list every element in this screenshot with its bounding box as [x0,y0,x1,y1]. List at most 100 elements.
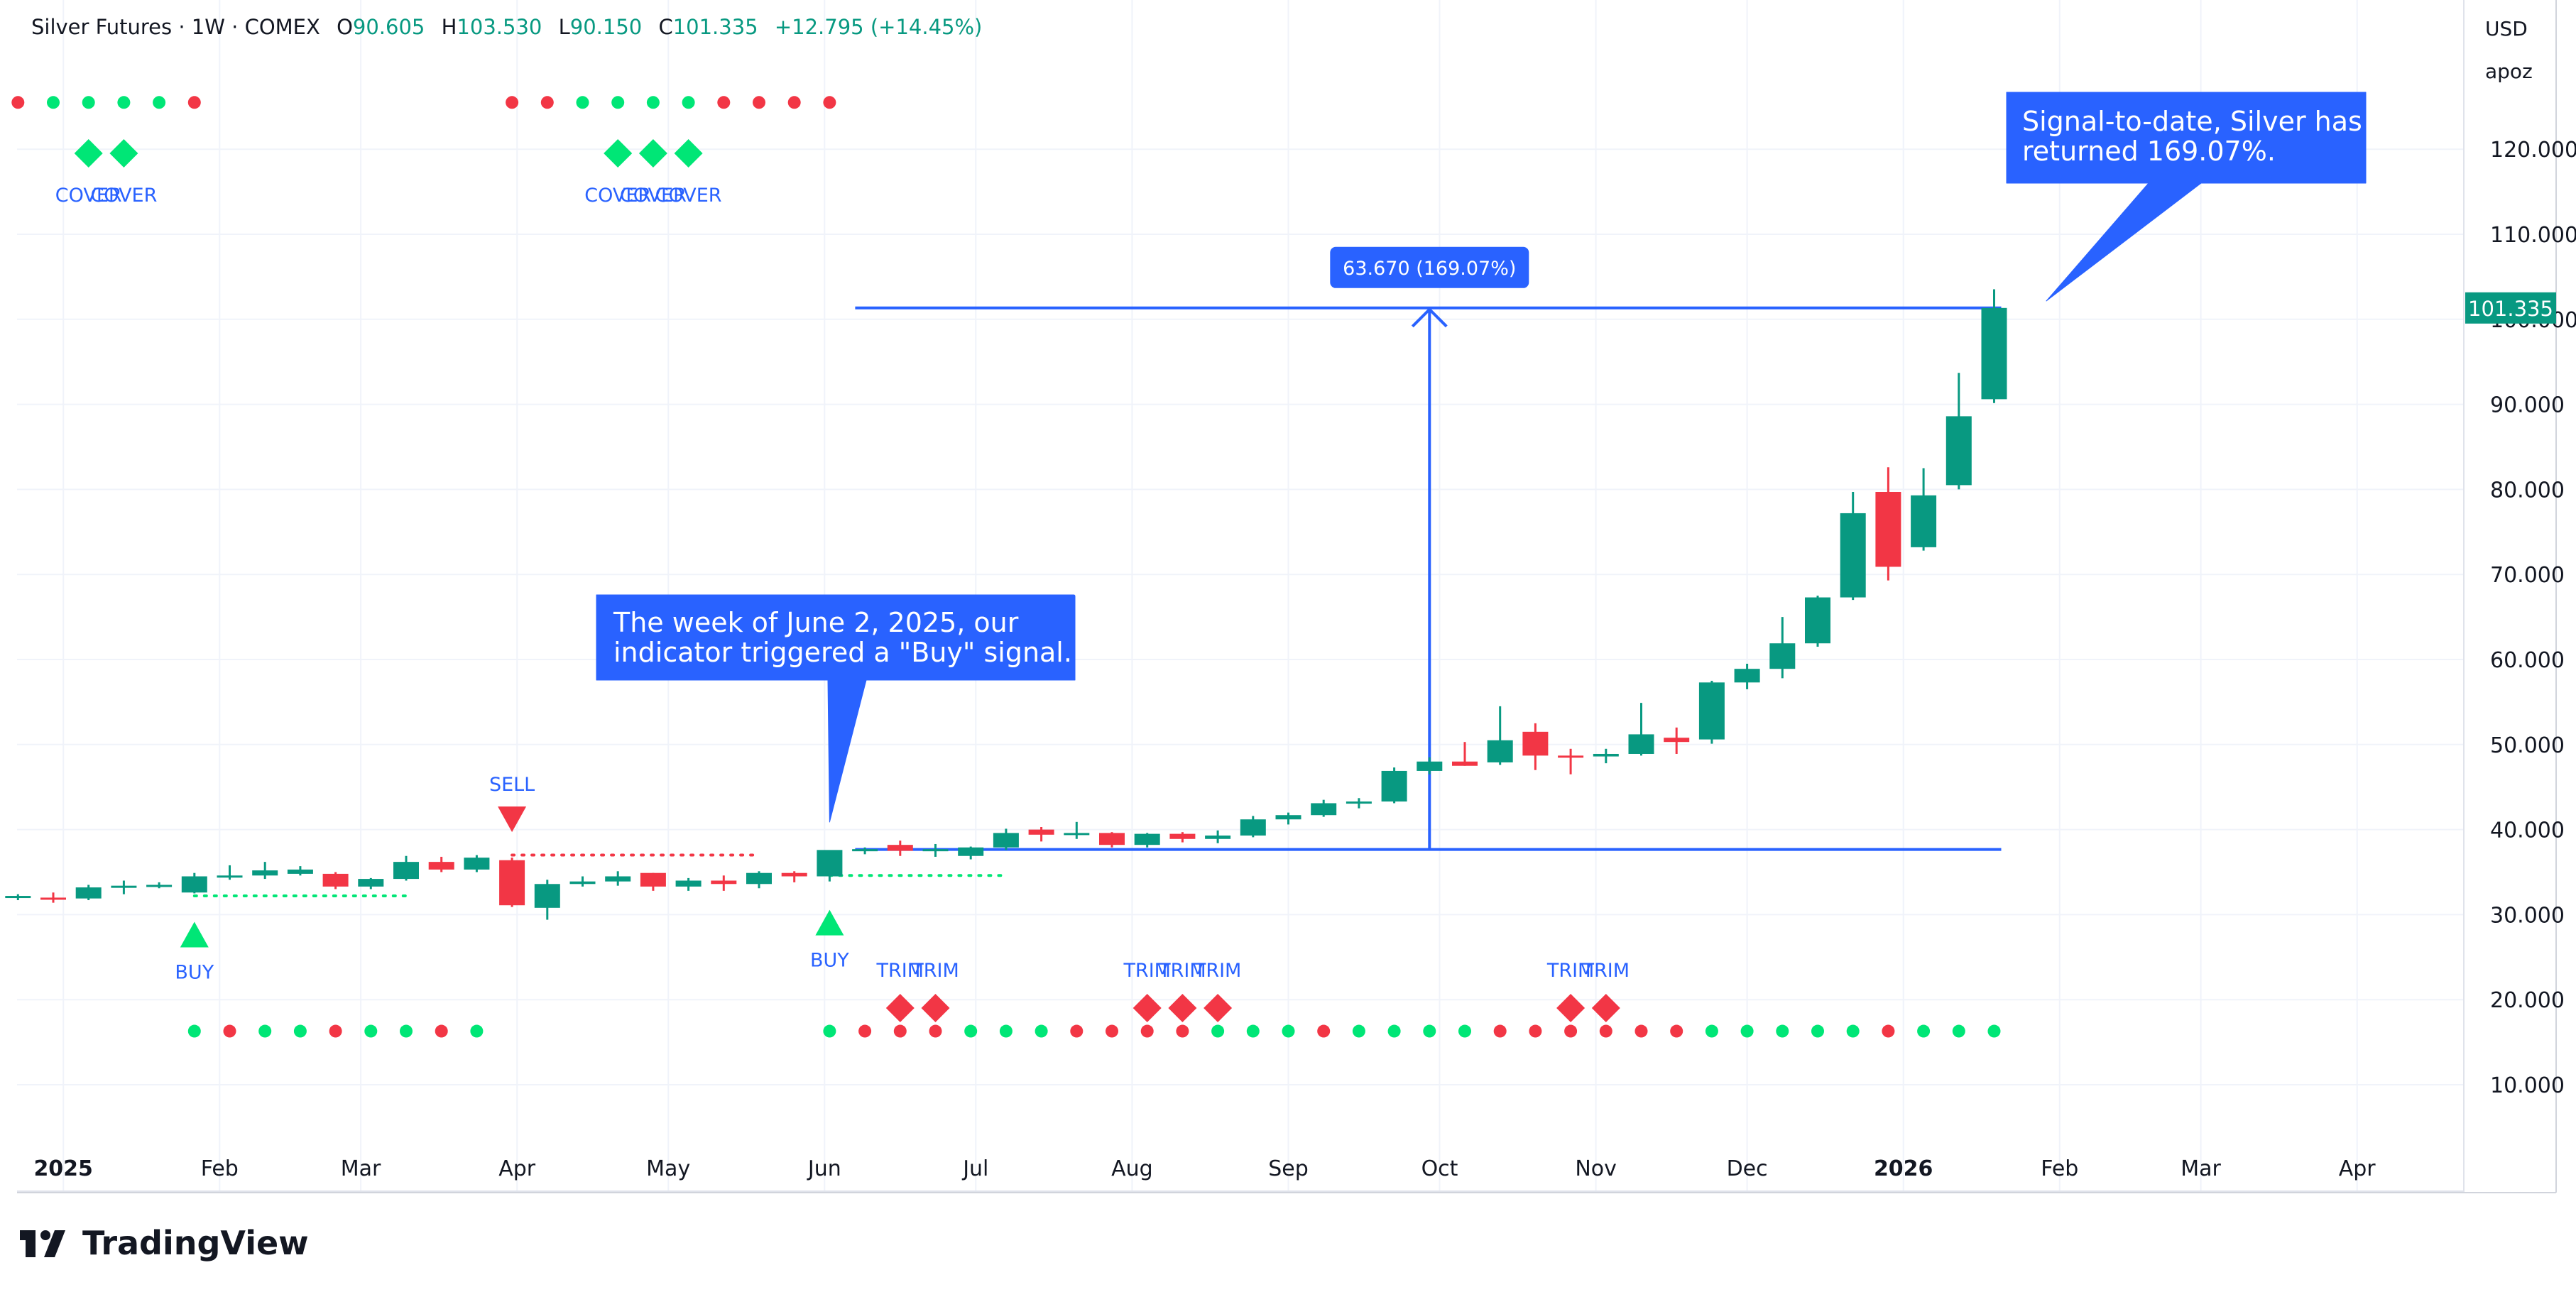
measure-tool[interactable]: 63.670 (169.07%) [855,246,2002,851]
candle[interactable] [534,880,560,920]
bottom-signal-dot [964,1024,978,1038]
candle[interactable] [1593,748,1619,764]
candle[interactable] [358,877,384,889]
y-axis: 10.000 20.000 30.000 40.000 50.000 60.000 70.0… [2490,138,2576,1098]
buy-triangle-icon [180,921,209,948]
bottom-signal-dot [1211,1024,1225,1038]
candle[interactable] [1487,706,1513,765]
candle[interactable] [1205,830,1231,843]
x-tick-label: 2025 [33,1156,93,1181]
candle[interactable] [569,876,596,887]
candle[interactable] [1769,617,1796,679]
bottom-signal-dot [893,1024,907,1038]
candle[interactable] [1064,821,1090,839]
candle[interactable] [675,877,702,891]
currency-label[interactable]: USD [2485,17,2528,40]
candle[interactable] [252,862,278,880]
candle[interactable] [1805,596,1830,647]
top-signal-dot [823,96,836,109]
candle[interactable] [146,882,173,889]
candle[interactable] [1945,373,1972,490]
candle-body [675,880,702,887]
candle[interactable] [640,872,666,891]
y-tick-label: 80.000 [2490,478,2565,503]
candle[interactable] [1134,833,1160,848]
candles[interactable]: 101.335 [5,289,2556,920]
candle[interactable] [499,858,525,907]
candle-body [1275,815,1301,820]
candle[interactable] [40,892,66,903]
candle[interactable] [1698,680,1725,744]
y-tick-label: 20.000 [2490,988,2565,1013]
bottom-signal-dot [1352,1024,1365,1038]
candle-body [1875,491,1901,567]
trim-diamond-icon [1591,994,1620,1022]
candle[interactable] [1981,289,2007,403]
candle[interactable] [1275,812,1301,825]
chart-legend[interactable]: Silver Futures · 1W · COMEX O90.605 H103… [31,15,982,39]
trim-diamond-icon [921,994,950,1022]
y-tick-label: 90.000 [2490,393,2565,418]
scale-label[interactable]: apoz [2485,60,2533,83]
candle[interactable] [75,885,102,901]
high-label: H [442,15,457,39]
candle[interactable] [322,872,349,889]
candle[interactable] [1875,467,1901,581]
candle[interactable] [1522,723,1549,770]
candle[interactable] [993,828,1019,850]
candle[interactable] [1628,703,1654,756]
candle-body [569,881,596,885]
candle[interactable] [922,843,949,857]
tradingview-logo[interactable]: TradingView [20,1224,309,1262]
cover-signal-label: COVER [584,185,651,207]
bottom-signal-dot [929,1024,942,1038]
open-value: 90.605 [353,15,425,39]
candle[interactable] [1911,468,1937,551]
candle-body [428,862,454,870]
candle[interactable] [1028,827,1054,842]
x-tick-label: Dec [1727,1156,1768,1181]
open-label: O [337,15,353,39]
x-tick-label: 2026 [1874,1156,1933,1181]
sell-triangle-icon [498,806,527,833]
x-tick-label: Feb [2041,1156,2078,1181]
candle[interactable] [1664,727,1690,754]
candle[interactable] [1311,799,1337,817]
candle[interactable] [393,855,419,881]
y-tick-label: 40.000 [2490,819,2565,843]
candle[interactable] [464,855,490,872]
candle[interactable] [1169,832,1196,843]
y-tick-label: 60.000 [2490,648,2565,673]
bottom-signal-dot [400,1024,413,1038]
candle[interactable] [1099,832,1125,848]
candle[interactable] [287,866,313,876]
candle[interactable] [1417,757,1443,774]
candle[interactable] [1346,798,1372,809]
candle[interactable] [5,894,31,901]
candle[interactable] [1452,742,1478,766]
candle[interactable] [817,850,843,882]
candle[interactable] [1734,663,1760,689]
candle[interactable] [781,871,807,882]
signal-dots [11,96,2001,1038]
candle[interactable] [958,846,984,860]
candle[interactable] [181,872,207,894]
candle[interactable] [746,871,772,889]
candle[interactable] [605,871,631,886]
candle[interactable] [217,865,243,880]
candle-body [1169,833,1196,839]
bottom-signal-dot [470,1024,484,1038]
candle[interactable] [852,847,878,855]
candle[interactable] [428,856,454,872]
candle[interactable] [887,841,913,856]
candle[interactable] [711,875,737,891]
candle[interactable] [1381,767,1407,804]
candle[interactable] [1558,748,1584,774]
candle[interactable] [111,880,137,894]
candle[interactable] [1840,491,1866,601]
candle[interactable] [1240,816,1266,838]
